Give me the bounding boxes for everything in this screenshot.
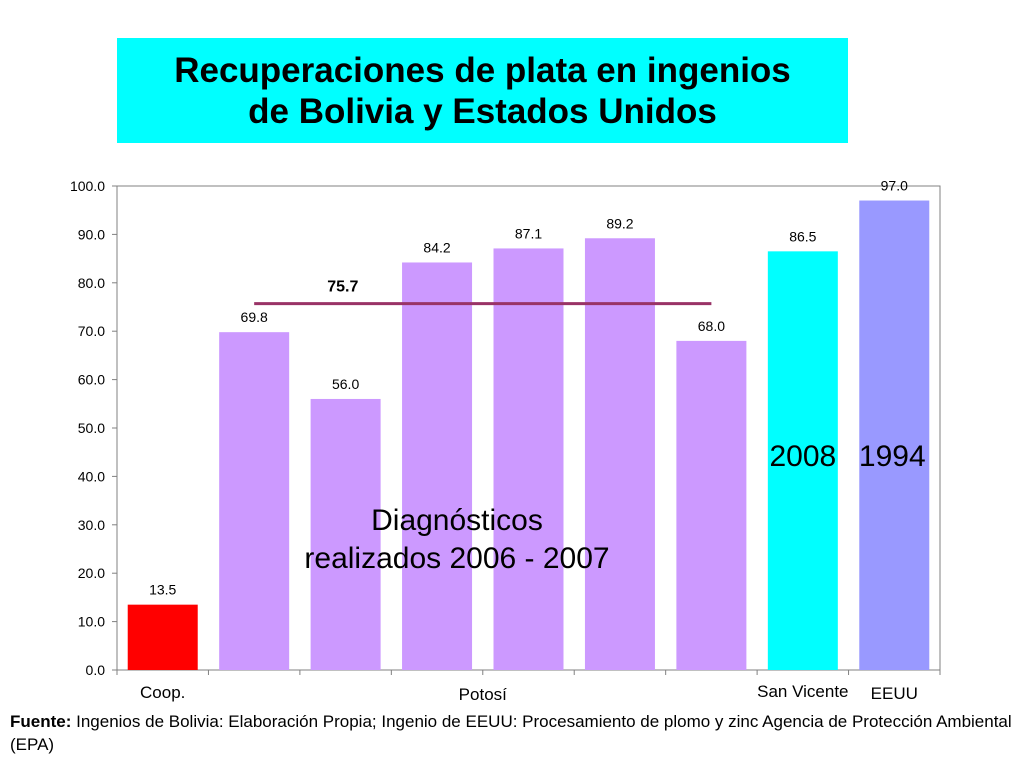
category-label: Coop. [140,683,185,702]
category-label: San Vicente [757,682,848,701]
chart-title-box: Recuperaciones de plata en ingenios de B… [117,38,848,143]
category-label: EEUU [871,684,918,703]
average-line-label: 75.7 [327,279,358,296]
y-tick-label: 20.0 [78,565,105,581]
source-label: Fuente: [10,712,72,731]
bar-value-label: 86.5 [789,228,816,244]
y-tick-label: 70.0 [78,323,105,339]
bar [310,398,381,670]
annotation-year-1994: 1994 [859,440,926,473]
chart-title: Recuperaciones de plata en ingenios de B… [174,50,791,131]
y-tick-label: 30.0 [78,517,105,533]
bar [127,604,198,670]
y-tick-label: 100.0 [70,178,105,194]
y-tick-label: 0.0 [86,662,106,678]
y-tick-label: 10.0 [78,614,105,630]
y-tick-label: 80.0 [78,275,105,291]
bar [767,251,838,670]
y-tick-label: 50.0 [78,420,105,436]
bar [584,238,655,670]
bar-value-label: 68.0 [698,318,725,334]
annotation-diagnosticos: Diagnósticos realizados 2006 - 2007 [304,504,609,575]
bar [219,332,290,670]
bar-value-label: 89.2 [606,215,633,231]
bar-value-label: 69.8 [241,309,268,325]
y-tick-label: 60.0 [78,372,105,388]
annotation-year-2008: 2008 [769,440,836,473]
source-text: Ingenios de Bolivia: Elaboración Propia;… [10,712,1012,754]
bar [402,262,473,670]
bar-value-label: 13.5 [149,582,176,598]
category-label: Potosí [459,685,507,704]
bar-value-label: 97.0 [881,178,908,194]
y-tick-label: 90.0 [78,226,105,242]
bar-value-label: 84.2 [423,239,450,255]
source-note: Fuente: Ingenios de Bolivia: Elaboración… [10,710,1014,756]
bar-chart: 0.0 10.0 20.0 30.0 40.0 50.0 60.0 70.0 80.0 90.0 1… [70,178,941,704]
bar-value-label: 87.1 [515,225,542,241]
bar-value-label: 56.0 [332,376,359,392]
bar [676,340,747,670]
y-tick-label: 40.0 [78,468,105,484]
bar [859,200,930,670]
bar [493,248,564,670]
